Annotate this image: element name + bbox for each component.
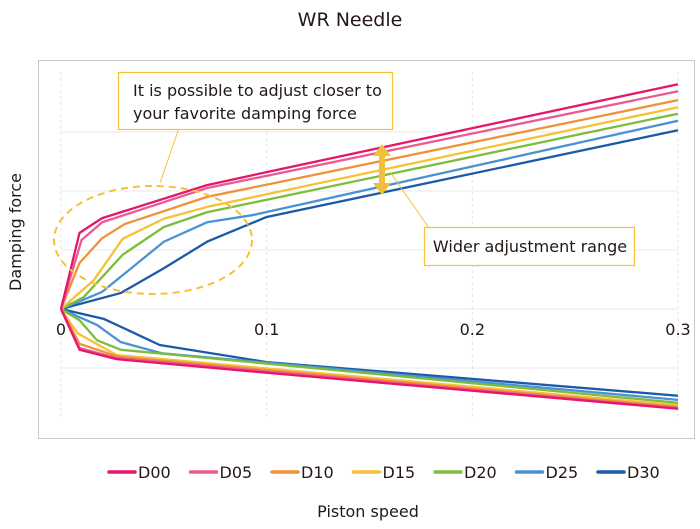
- legend-label: D05: [220, 463, 253, 482]
- series-line-d15-rebound: [60, 106, 679, 310]
- annotation-box: [423, 226, 636, 267]
- legend: D00 D05 D10 D15 D20 D25 D30: [107, 463, 660, 482]
- x-tick-label: 0: [56, 320, 66, 339]
- series-line-d15-compression: [60, 308, 679, 407]
- y-axis-label: Damping force: [6, 173, 25, 291]
- series-line-d25-compression: [60, 307, 679, 402]
- annotation-line-1: It is possible to adjust closer to: [133, 81, 382, 100]
- series-line-d20-compression: [60, 308, 679, 404]
- legend-label: D30: [627, 463, 660, 482]
- highlight-ellipse: [53, 185, 253, 295]
- annotation-text: Wider adjustment range: [433, 237, 627, 256]
- series-line-d25-rebound: [60, 119, 679, 311]
- series-lines: [59, 83, 679, 410]
- legend-label: D00: [138, 463, 171, 482]
- annotation-favorite: It is possible to adjust closer to your …: [53, 71, 394, 295]
- series-line-d10-rebound: [59, 99, 679, 310]
- series-line-d20-rebound: [60, 112, 679, 311]
- leader-line: [389, 171, 430, 229]
- series-line-d00-rebound: [59, 83, 679, 310]
- legend-label: D15: [383, 463, 416, 482]
- double-arrow-icon: [373, 144, 391, 195]
- annotation-box: [117, 71, 394, 131]
- x-tick-label: 0.2: [460, 320, 485, 339]
- gridlines: [60, 72, 679, 420]
- x-axis-label: Piston speed: [317, 502, 419, 521]
- x-tick-labels: 0 0.1 0.2 0.3: [56, 320, 691, 339]
- leader-line: [159, 127, 180, 184]
- chart-title: WR Needle: [298, 9, 403, 31]
- series-line-d30-rebound: [60, 129, 679, 311]
- series-line-d05-rebound: [59, 90, 679, 310]
- legend-label: D10: [301, 463, 334, 482]
- annotation-wider-range: Wider adjustment range: [373, 144, 636, 267]
- legend-label: D20: [464, 463, 497, 482]
- legend-label: D25: [546, 463, 579, 482]
- x-tick-label: 0.3: [665, 320, 690, 339]
- annotation-line-2: your favorite damping force: [133, 104, 357, 123]
- series-line-d30-compression: [60, 307, 679, 397]
- x-tick-label: 0.1: [254, 320, 279, 339]
- series-line-d00-compression: [59, 308, 679, 410]
